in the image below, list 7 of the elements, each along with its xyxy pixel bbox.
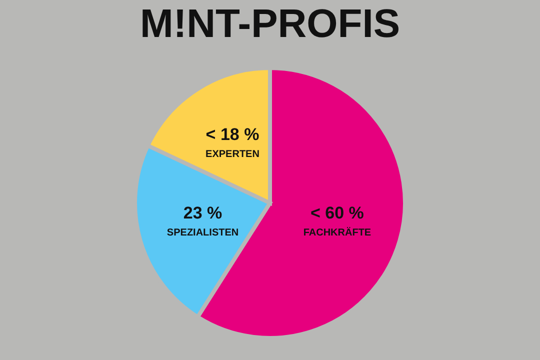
data-label: < 60 %: [310, 204, 364, 223]
chart-title: M!NT-PROFIS: [140, 2, 400, 46]
slice-label: SPEZIALISTEN: [166, 228, 239, 239]
data-label: < 18 %: [206, 124, 260, 144]
data-label: 23 %: [183, 204, 222, 223]
slice-label: EXPERTEN: [206, 148, 260, 160]
slice-label: FACHKRÄFTE: [303, 226, 372, 239]
